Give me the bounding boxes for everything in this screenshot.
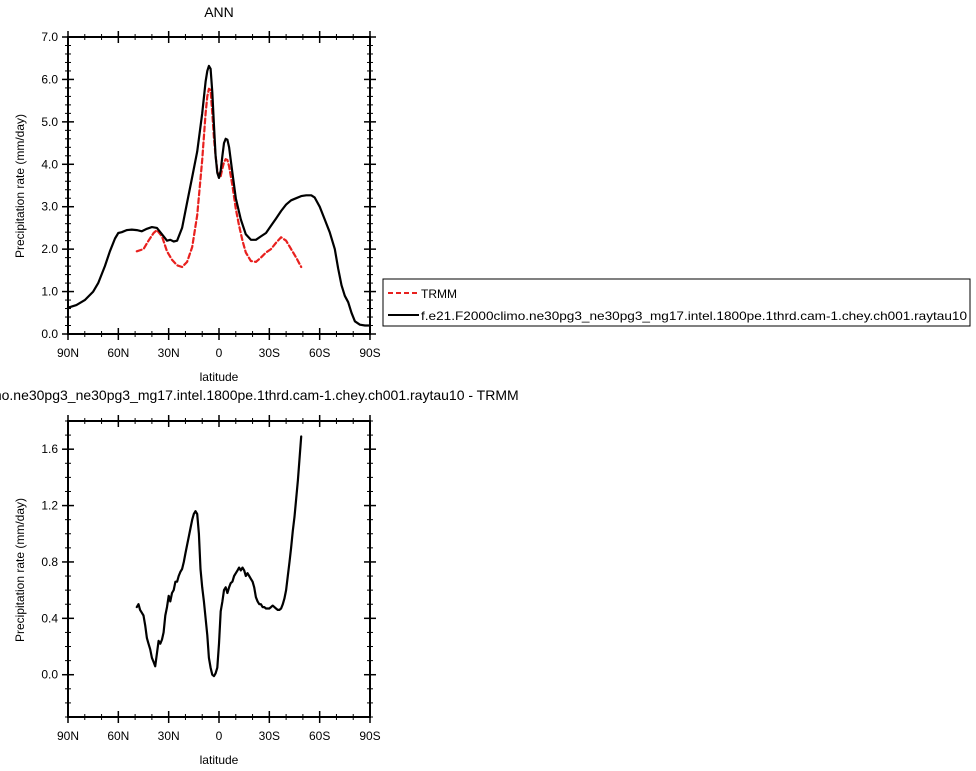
x-tick-label-top-2: 30N <box>158 346 180 360</box>
y-tick-label-top-3: 3.0 <box>41 200 58 214</box>
series-line-bottom-0 <box>135 435 303 678</box>
y-tick-label-top-5: 5.0 <box>41 115 58 129</box>
y-tick-label-top-0: 0.0 <box>41 327 58 341</box>
x-tick-label-top-5: 60S <box>309 346 330 360</box>
x-tick-label-bottom-5: 60S <box>309 729 330 743</box>
plot-frame-bottom <box>67 420 371 718</box>
x-tick-label-bottom-0: 90N <box>57 729 79 743</box>
y-tick-label-top-4: 4.0 <box>41 157 58 171</box>
y-tick-label-top-1: 1.0 <box>41 285 58 299</box>
axes-bottom: 90N 60N 30N 0 30S 60S 90S 0.0 0.4 0.8 1.2 1.6 <box>41 415 381 743</box>
chart-title-bottom: f.e21.F2000climo.ne30pg3_ne30pg3_mg17.in… <box>0 387 519 403</box>
y-tick-label-bottom-1: 0.4 <box>41 611 58 625</box>
y-axis-label-top: Precipitation rate (mm/day) <box>13 114 27 258</box>
y-tick-label-top-7: 7.0 <box>41 30 58 44</box>
legend: TRMM f.e21.F2000climo.ne30pg3_ne30pg3_mg… <box>382 278 971 327</box>
y-tick-label-top-2: 2.0 <box>41 242 58 256</box>
x-axis-label-bottom: latitude <box>200 753 239 767</box>
x-tick-label-top-3: 0 <box>216 346 223 360</box>
x-tick-label-top-1: 60N <box>107 346 129 360</box>
legend-box <box>382 278 971 327</box>
legend-label-trmm: TRMM <box>421 287 457 301</box>
x-tick-label-bottom-2: 30N <box>158 729 180 743</box>
panel-top: ANN 90N 60N 30N 0 30S 60S 90S 0.0 1.0 2.0 3.0 4.0 5.… <box>13 4 381 384</box>
axes-top: 90N 60N 30N 0 30S 60S 90S 0.0 1.0 2.0 3.0 4.0 5.0 6.0… <box>41 30 380 360</box>
series-group-top <box>66 64 372 327</box>
x-tick-label-bottom-6: 90S <box>359 729 380 743</box>
y-tick-label-bottom-4: 1.6 <box>41 442 58 456</box>
y-tick-label-bottom-2: 0.8 <box>41 555 58 569</box>
legend-label-model: f.e21.F2000climo.ne30pg3_ne30pg3_mg17.in… <box>421 309 967 323</box>
x-tick-label-bottom-1: 60N <box>107 729 129 743</box>
chart-title-top: ANN <box>204 4 234 20</box>
series-group-bottom <box>135 435 303 678</box>
x-tick-label-bottom-3: 0 <box>216 729 223 743</box>
x-axis-label-top: latitude <box>200 370 239 384</box>
y-tick-label-bottom-0: 0.0 <box>41 668 58 682</box>
x-tick-label-top-0: 90N <box>57 346 79 360</box>
y-tick-label-bottom-3: 1.2 <box>41 499 58 513</box>
x-tick-label-bottom-4: 30S <box>259 729 280 743</box>
x-tick-label-top-6: 90S <box>359 346 380 360</box>
series-line-top-1 <box>66 64 372 327</box>
y-axis-label-bottom: Precipitation rate (mm/day) <box>13 498 27 642</box>
x-tick-label-top-4: 30S <box>259 346 280 360</box>
panel-bottom: f.e21.F2000climo.ne30pg3_ne30pg3_mg17.in… <box>0 387 519 767</box>
plot-frame-top <box>67 36 371 335</box>
y-tick-label-top-6: 6.0 <box>41 72 58 86</box>
